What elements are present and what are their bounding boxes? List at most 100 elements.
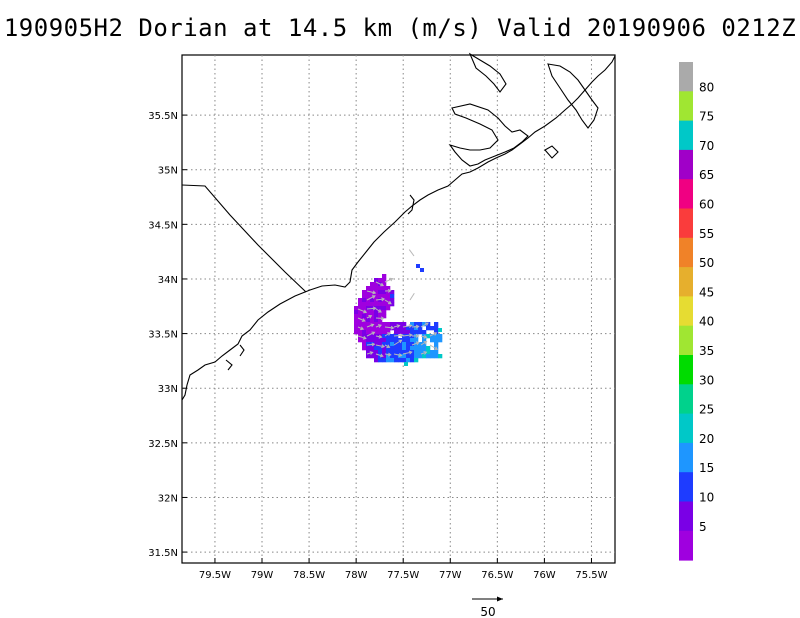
reference-vector-label: 50 <box>480 605 495 618</box>
wind-speed-cell <box>398 342 403 347</box>
lon-tick-label: 76W <box>533 570 556 581</box>
wind-speed-cell <box>406 338 411 343</box>
wind-vector-head <box>372 306 377 311</box>
wind-vector-head <box>423 341 428 345</box>
wind-speed-cell <box>374 342 379 347</box>
wind-speed-cell <box>366 290 371 295</box>
wind-vector-head <box>389 277 394 282</box>
colorbar-label: 80 <box>699 80 714 94</box>
wind-speed-cell <box>370 338 375 343</box>
wind-speed-cell <box>426 350 431 355</box>
wind-speed-cell <box>374 350 379 355</box>
wind-speed-cell <box>366 314 371 319</box>
wind-speed-cell <box>354 310 359 315</box>
wind-speed-cell <box>378 342 383 347</box>
wind-speed-cell <box>418 346 423 351</box>
lat-tick-label: 35.5N <box>148 111 178 122</box>
wind-speed-cell <box>354 330 359 335</box>
wind-speed-cell <box>438 354 443 359</box>
wind-speed-cell <box>378 278 383 283</box>
colorbar-label: 60 <box>699 198 714 212</box>
wind-speed-cell <box>358 322 363 327</box>
wind-speed-cell <box>390 346 395 351</box>
wind-speed-cell <box>382 302 387 307</box>
wind-speed-cell <box>378 358 383 363</box>
wind-vector-head <box>381 344 386 349</box>
colorbar-label: 5 <box>699 520 707 534</box>
wind-vector <box>366 295 376 301</box>
wind-vector <box>409 292 415 301</box>
wind-speed-cell <box>382 298 387 303</box>
colorbar-segment <box>679 91 693 122</box>
wind-speed-cell <box>422 354 427 359</box>
wind-speed-cell <box>410 358 415 363</box>
wind-vector <box>384 353 391 356</box>
colorbar-segment <box>679 530 693 561</box>
wind-speed-cell <box>366 318 371 323</box>
map-title: 190905H2 Dorian at 14.5 km (m/s) Valid 2… <box>3 14 797 42</box>
wind-speed-cell <box>394 346 399 351</box>
wind-vector-head <box>362 335 367 340</box>
wind-vector-head <box>387 352 392 357</box>
colorbar-segment <box>679 237 693 268</box>
colorbar-label: 65 <box>699 168 714 182</box>
colorbar: 5 10 15 20 25 30 35 40 45 50 55 60 65 70 75 80 <box>679 62 714 561</box>
wind-speed-cell <box>370 310 375 315</box>
wind-speed-cell <box>374 330 379 335</box>
wind-speed-cell <box>354 326 359 331</box>
wind-speed-cell <box>420 268 424 272</box>
colorbar-segment <box>679 472 693 502</box>
wind-vector <box>384 299 392 305</box>
wind-speed-cell <box>382 322 387 327</box>
lon-tick-label: 78.5W <box>293 570 325 581</box>
colorbar-label: 30 <box>699 373 714 387</box>
wind-speed-cell <box>362 302 367 307</box>
wind-vector-head <box>378 324 382 328</box>
wind-speed-cell <box>390 354 395 359</box>
wind-speed-cell <box>402 354 407 359</box>
wind-vector-head <box>408 350 413 355</box>
wind-vectors <box>357 249 439 358</box>
wind-speed-cell <box>386 342 391 347</box>
wind-speed-cell <box>390 294 395 299</box>
wind-speed-cell <box>402 338 407 343</box>
wind-speed-cell <box>378 326 383 331</box>
wind-vector <box>402 325 412 328</box>
wind-vector-head <box>434 346 439 350</box>
wind-speed-cell <box>410 346 415 351</box>
wind-speed-cell <box>430 338 435 343</box>
wind-vector <box>366 324 374 328</box>
wind-speed-cell <box>374 290 379 295</box>
wind-speed-cell <box>398 326 403 331</box>
wind-vector-head <box>425 322 429 326</box>
wind-speed-cell <box>410 330 415 335</box>
wind-vector <box>366 290 376 294</box>
wind-speed-cell <box>382 338 387 343</box>
wind-speed-cell <box>406 358 411 363</box>
wind-vector <box>420 322 429 328</box>
wind-speed-cell <box>406 346 411 351</box>
wind-speed-cell <box>414 342 419 347</box>
wind-speed-cell <box>378 330 383 335</box>
lat-tick-label: 34N <box>158 275 178 286</box>
wind-speed-cell <box>366 298 371 303</box>
wind-speed-cell <box>394 338 399 343</box>
wind-speed-cell <box>382 294 387 299</box>
wind-speed-cell <box>418 326 423 331</box>
wind-speed-cell <box>366 330 371 335</box>
wind-speed-cell <box>358 318 363 323</box>
wind-vector-head <box>423 351 428 355</box>
wind-speed-cell <box>398 330 403 335</box>
wind-speed-cell <box>406 350 411 355</box>
wind-speed-cell <box>374 294 379 299</box>
wind-vector-head <box>380 316 385 321</box>
wind-vector <box>357 335 366 339</box>
wind-speed-cell <box>394 358 399 363</box>
wind-speed-cell <box>438 328 442 332</box>
colorbar-label: 50 <box>699 256 714 270</box>
wind-speed-cell <box>410 354 415 359</box>
wind-speed-cell <box>374 326 379 331</box>
wind-speed-cell <box>398 346 403 351</box>
wind-speed-cell <box>394 326 399 331</box>
wind-vector-head <box>433 332 438 336</box>
